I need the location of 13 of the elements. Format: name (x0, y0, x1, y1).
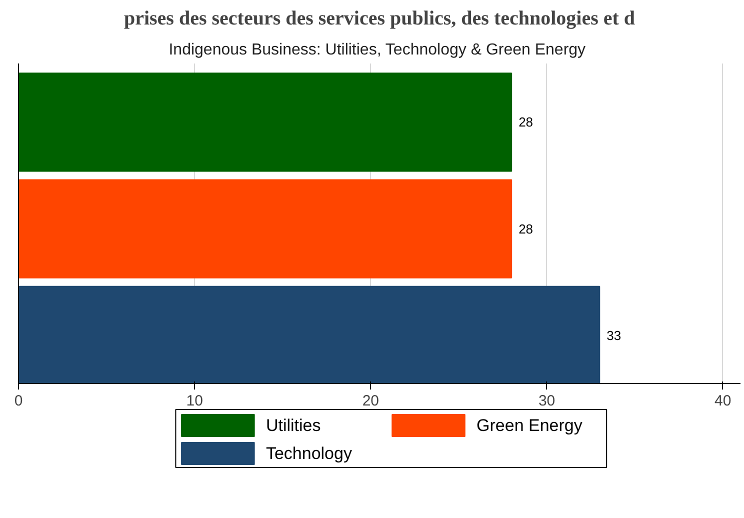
data-label: 33 (606, 328, 622, 343)
data-label: 28 (518, 221, 534, 236)
x-tick-label: 30 (538, 392, 556, 410)
x-tick-label: 0 (14, 392, 23, 410)
legend-label: Green Energy (476, 416, 583, 435)
legend-label: Technology (266, 444, 352, 463)
legend-label: Utilities (266, 416, 321, 435)
x-tick-label: 20 (362, 392, 380, 410)
data-label: 28 (518, 114, 534, 130)
chart-subtitle: Indigenous Business: Utilities, Technology & Green Energy (168, 42, 586, 58)
chart-title: prises des secteurs des services publics, des technologies et d (124, 8, 636, 30)
x-tick-label: 40 (714, 392, 732, 410)
x-tick-label: 10 (186, 392, 203, 410)
